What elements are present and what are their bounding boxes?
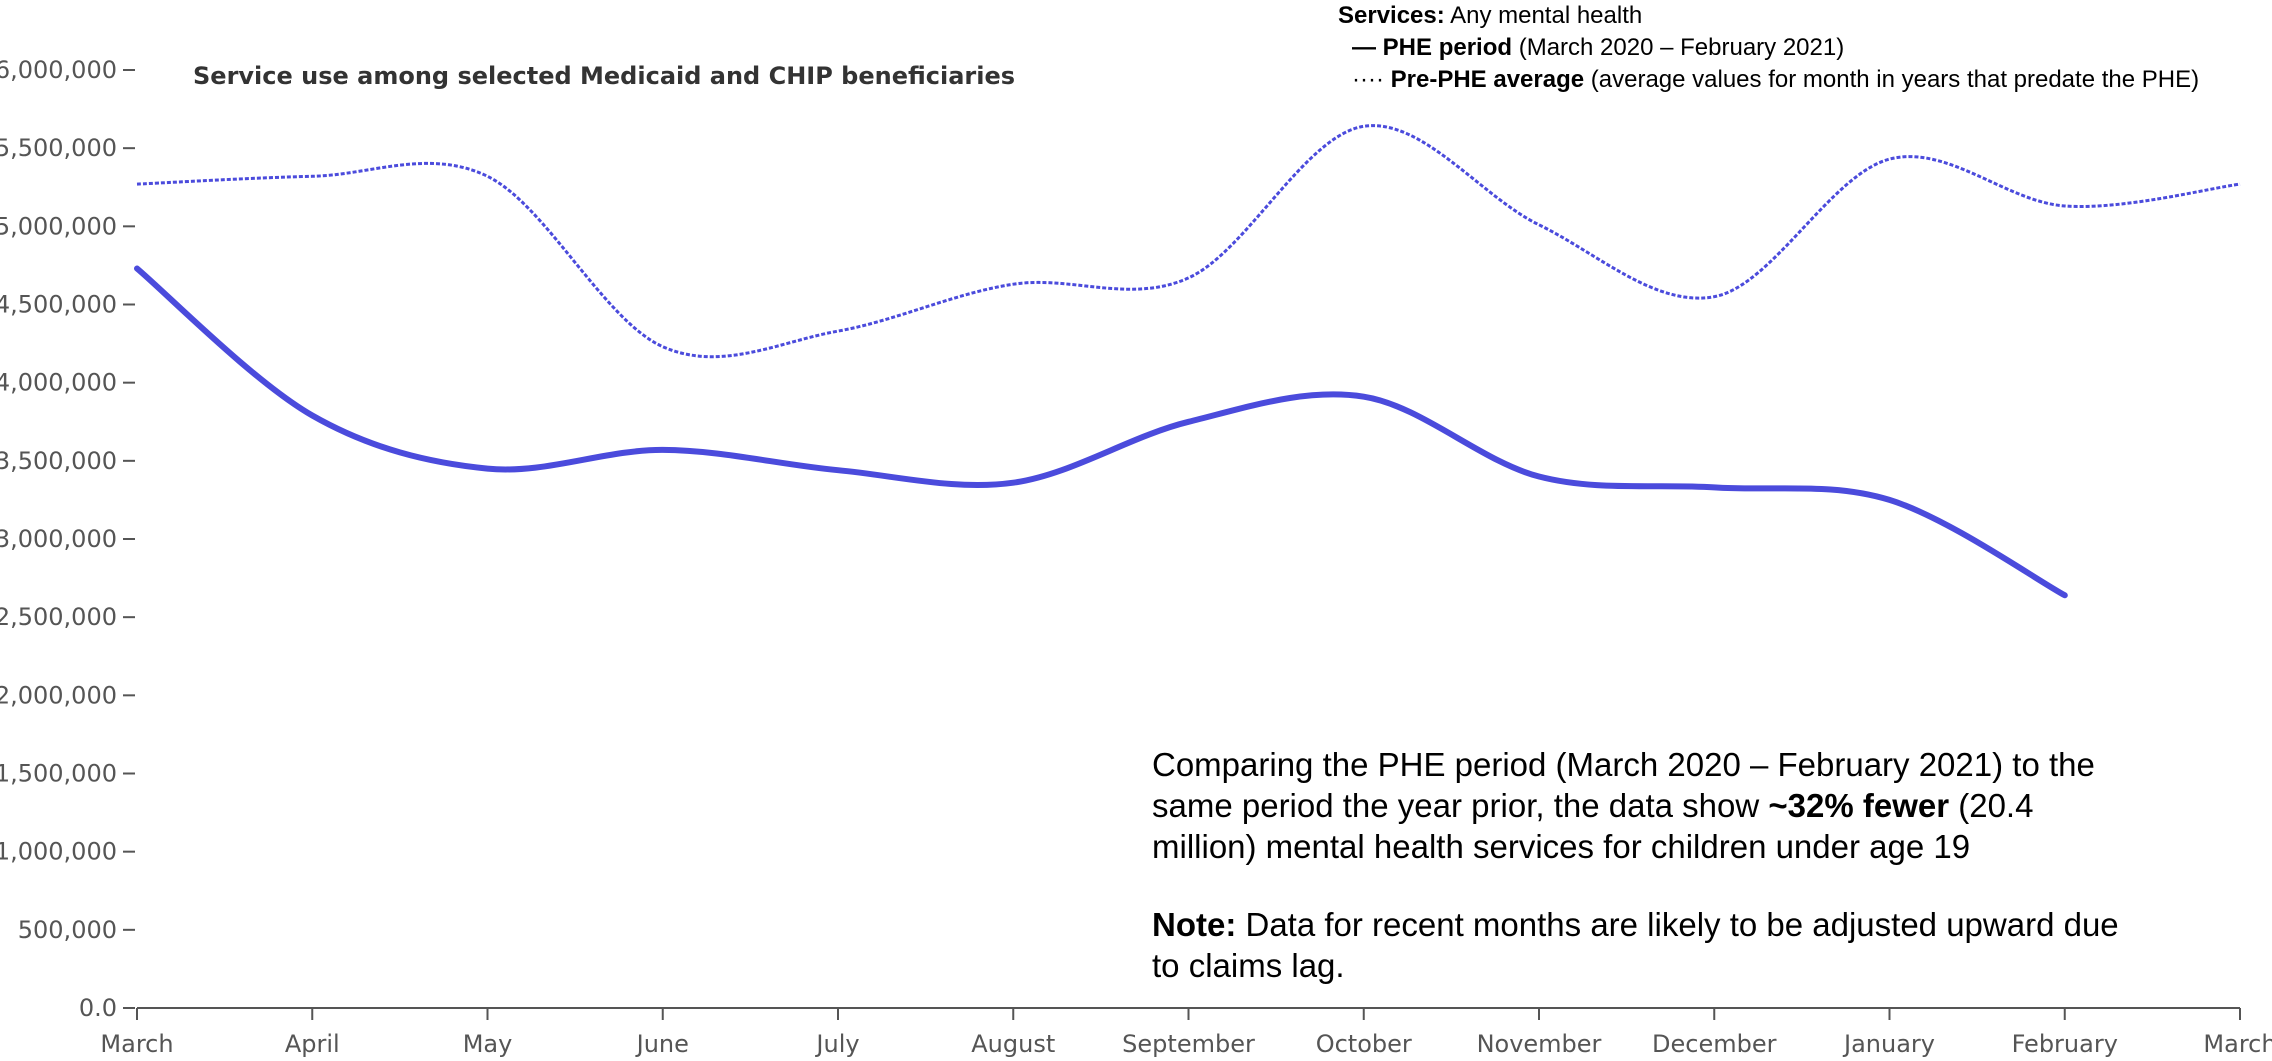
y-tick-label: 0.0 <box>79 994 117 1022</box>
y-tick-label: 5,500,000 <box>0 134 117 162</box>
legend-services: Services: Any mental health <box>1338 0 2199 32</box>
legend-phe-label: PHE period <box>1382 34 1513 61</box>
legend-services-label: Services: <box>1338 2 1445 29</box>
x-tick-label: January <box>1842 1030 1935 1058</box>
annotation-text-2: (20.4 million) mental health services fo… <box>1152 787 2034 865</box>
plot-area <box>134 124 2241 599</box>
legend-pre-detail: (average values for month in years that … <box>1590 66 2200 93</box>
x-tick-label: April <box>285 1030 340 1058</box>
y-tick-label: 3,500,000 <box>0 447 117 475</box>
x-tick-label: March <box>2203 1030 2272 1058</box>
legend-pre-label: Pre-PHE average <box>1390 66 1585 93</box>
y-tick-label: 500,000 <box>18 916 117 944</box>
y-tick-label: 6,000,000 <box>0 56 117 84</box>
annotation: Comparing the PHE period (March 2020 – F… <box>1152 744 2132 986</box>
y-tick-label: 3,000,000 <box>0 525 117 553</box>
x-tick-label: May <box>463 1030 513 1058</box>
x-tick-label: November <box>1477 1030 1602 1058</box>
y-tick-label: 4,500,000 <box>0 291 117 319</box>
x-tick-label: October <box>1316 1030 1412 1058</box>
y-axis: 0.0 500,000 1,000,000 1,500,000 2,000,000 2,5… <box>0 56 135 1022</box>
x-tick-label: December <box>1652 1030 1777 1058</box>
annotation-summary: Comparing the PHE period (March 2020 – F… <box>1152 744 2132 867</box>
chart-title: Service use among selected Medicaid and … <box>193 62 1015 90</box>
note-text: Data for recent months are likely to be … <box>1152 906 2119 984</box>
series-line-phe-period <box>134 265 2068 599</box>
legend-pre-glyph: ···· <box>1352 66 1384 93</box>
annotation-highlight: ~32% fewer <box>1768 787 1950 824</box>
y-tick-label: 5,000,000 <box>0 212 117 240</box>
x-tick-label: July <box>814 1030 859 1058</box>
x-tick-label: June <box>635 1030 689 1058</box>
y-tick-label: 2,500,000 <box>0 603 117 631</box>
legend-item-phe: — PHE period (March 2020 – February 2021… <box>1338 32 2199 64</box>
annotation-note: Note: Data for recent months are likely … <box>1152 904 2132 986</box>
x-tick-label: August <box>971 1030 1055 1058</box>
series-line-pre-phe-average <box>136 124 2241 359</box>
y-tick-label: 2,000,000 <box>0 681 117 709</box>
y-tick-label: 4,000,000 <box>0 369 117 397</box>
y-tick-label: 1,500,000 <box>0 760 117 788</box>
x-tick-label: March <box>100 1030 173 1058</box>
legend-phe-detail: (March 2020 – February 2021) <box>1518 34 1845 61</box>
x-tick-label: September <box>1122 1030 1255 1058</box>
x-tick-label: February <box>2012 1030 2118 1058</box>
annotation-text-1: Comparing the PHE period (March 2020 – F… <box>1152 746 2095 824</box>
legend-phe-glyph: — <box>1352 34 1376 61</box>
legend: Services: Any mental health — PHE period… <box>1338 0 2199 96</box>
legend-services-value: Any mental health <box>1450 2 1643 29</box>
legend-item-pre-phe: ···· Pre-PHE average (average values for… <box>1338 64 2199 96</box>
x-axis: March April May June July August September Octo… <box>100 1007 2272 1058</box>
note-label: Note: <box>1152 906 1237 943</box>
y-tick-label: 1,000,000 <box>0 838 117 866</box>
